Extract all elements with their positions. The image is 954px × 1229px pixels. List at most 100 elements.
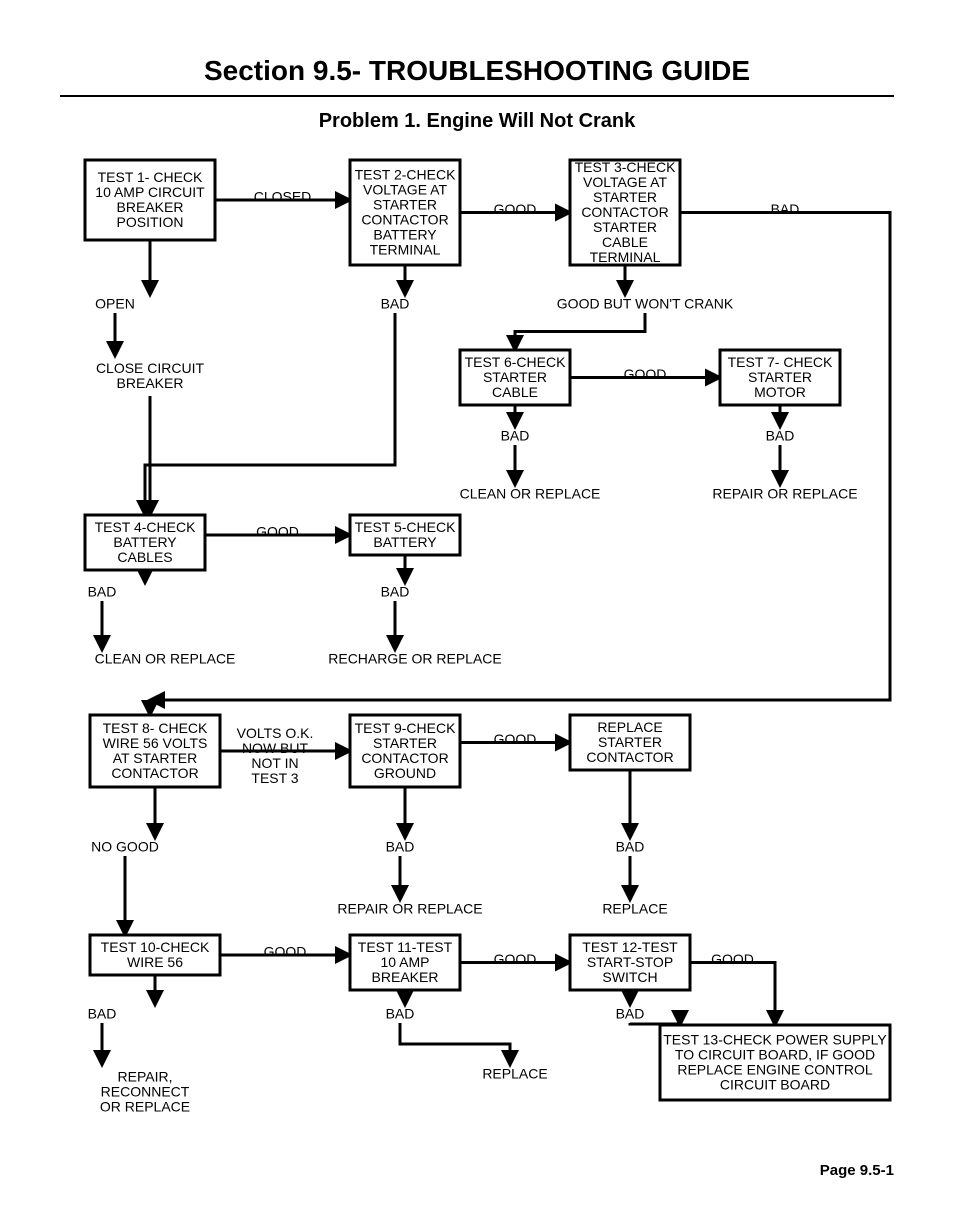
node-t9r: REPLACESTARTERCONTACTOR	[570, 715, 690, 770]
svg-text:STARTER: STARTER	[598, 734, 662, 750]
svg-text:REPAIR OR REPLACE: REPAIR OR REPLACE	[712, 486, 857, 502]
svg-text:REPAIR OR REPLACE: REPAIR OR REPLACE	[337, 901, 482, 917]
node-t10res: REPAIR,RECONNECTOR REPLACE	[100, 1069, 190, 1115]
node-t12: TEST 12-TESTSTART-STOPSWITCH	[570, 935, 690, 990]
svg-text:TERMINAL: TERMINAL	[370, 242, 441, 258]
svg-text:REPAIR,: REPAIR,	[118, 1069, 173, 1085]
node-t11res: REPLACE	[482, 1066, 547, 1082]
svg-text:REPLACE: REPLACE	[482, 1066, 547, 1082]
svg-text:BATTERY: BATTERY	[373, 227, 437, 243]
node-t8bad: NO GOOD	[91, 839, 159, 855]
node-t6bad: BAD	[501, 428, 530, 444]
svg-text:REPLACE: REPLACE	[602, 901, 667, 917]
node-t7: TEST 7- CHECKSTARTERMOTOR	[720, 350, 840, 405]
node-t5bad: BAD	[381, 584, 410, 600]
svg-text:GOOD: GOOD	[264, 944, 307, 960]
svg-text:CONTACTOR: CONTACTOR	[361, 212, 448, 228]
svg-text:START-STOP: START-STOP	[587, 954, 673, 970]
node-t11bad: BAD	[386, 1006, 415, 1022]
svg-text:SWITCH: SWITCH	[602, 969, 657, 985]
svg-text:BAD: BAD	[616, 1006, 645, 1022]
svg-text:BREAKER: BREAKER	[372, 969, 439, 985]
svg-text:TEST 7- CHECK: TEST 7- CHECK	[728, 354, 833, 370]
svg-text:GOOD: GOOD	[624, 366, 667, 382]
svg-text:TEST 12-TEST: TEST 12-TEST	[582, 939, 678, 955]
node-t4res: CLEAN OR REPLACE	[95, 651, 236, 667]
node-t8lbl: VOLTS O.K.NOW BUTNOT INTEST 3	[237, 725, 314, 786]
node-t5res: RECHARGE OR REPLACE	[328, 651, 501, 667]
svg-text:OR REPLACE: OR REPLACE	[100, 1099, 190, 1115]
svg-text:REPLACE: REPLACE	[597, 719, 662, 735]
svg-text:CLEAN OR REPLACE: CLEAN OR REPLACE	[460, 486, 601, 502]
svg-text:NOT IN: NOT IN	[251, 755, 298, 771]
svg-text:STARTER: STARTER	[748, 369, 812, 385]
svg-text:TEST 4-CHECK: TEST 4-CHECK	[95, 519, 197, 535]
svg-text:TEST 3-CHECK: TEST 3-CHECK	[575, 159, 677, 175]
svg-text:CONTACTOR: CONTACTOR	[586, 749, 673, 765]
svg-text:CLOSED: CLOSED	[254, 189, 312, 205]
svg-text:VOLTAGE AT: VOLTAGE AT	[583, 174, 667, 190]
node-t12bad: BAD	[616, 1006, 645, 1022]
svg-text:STARTER: STARTER	[593, 189, 657, 205]
svg-text:TEST 13-CHECK POWER SUPPLY: TEST 13-CHECK POWER SUPPLY	[663, 1032, 887, 1048]
svg-text:CLEAN OR REPLACE: CLEAN OR REPLACE	[95, 651, 236, 667]
svg-text:STARTER: STARTER	[373, 197, 437, 213]
node-t9bad: BAD	[386, 839, 415, 855]
node-t9rres: REPLACE	[602, 901, 667, 917]
node-t9: TEST 9-CHECKSTARTERCONTACTORGROUND	[350, 715, 460, 787]
svg-text:BATTERY: BATTERY	[113, 534, 177, 550]
svg-text:RECONNECT: RECONNECT	[101, 1084, 190, 1100]
svg-text:BAD: BAD	[381, 584, 410, 600]
svg-text:WIRE 56: WIRE 56	[127, 954, 183, 970]
svg-text:AT STARTER: AT STARTER	[113, 750, 198, 766]
svg-text:BAD: BAD	[616, 839, 645, 855]
svg-text:GOOD: GOOD	[494, 951, 537, 967]
svg-text:CLOSE CIRCUIT: CLOSE CIRCUIT	[96, 360, 205, 376]
svg-text:TEST 2-CHECK: TEST 2-CHECK	[355, 167, 457, 183]
node-t5: TEST 5-CHECKBATTERY	[350, 515, 460, 555]
svg-text:TEST 10-CHECK: TEST 10-CHECK	[101, 939, 210, 955]
node-t7bad: BAD	[766, 428, 795, 444]
svg-text:CIRCUIT BOARD: CIRCUIT BOARD	[720, 1077, 830, 1093]
svg-text:POSITION: POSITION	[117, 214, 184, 230]
node-t4bad: BAD	[88, 584, 117, 600]
node-t6res: CLEAN OR REPLACE	[460, 486, 601, 502]
svg-text:GOOD: GOOD	[494, 201, 537, 217]
svg-text:BAD: BAD	[766, 428, 795, 444]
svg-text:BREAKER: BREAKER	[117, 199, 184, 215]
svg-text:STARTER: STARTER	[373, 735, 437, 751]
svg-text:BAD: BAD	[501, 428, 530, 444]
svg-text:GOOD: GOOD	[711, 951, 754, 967]
svg-text:CONTACTOR: CONTACTOR	[361, 750, 448, 766]
svg-text:RECHARGE OR REPLACE: RECHARGE OR REPLACE	[328, 651, 501, 667]
node-t2: TEST 2-CHECKVOLTAGE ATSTARTERCONTACTORBA…	[350, 160, 460, 265]
svg-text:TEST 8- CHECK: TEST 8- CHECK	[103, 720, 208, 736]
svg-text:TEST 9-CHECK: TEST 9-CHECK	[355, 720, 457, 736]
svg-text:STARTER: STARTER	[593, 219, 657, 235]
svg-text:CABLE: CABLE	[602, 234, 648, 250]
node-t2bad: BAD	[381, 296, 410, 312]
node-t8: TEST 8- CHECKWIRE 56 VOLTSAT STARTERCONT…	[90, 715, 220, 787]
node-t6: TEST 6-CHECKSTARTERCABLE	[460, 350, 570, 405]
svg-text:CONTACTOR: CONTACTOR	[581, 204, 668, 220]
svg-text:GOOD BUT WON'T CRANK: GOOD BUT WON'T CRANK	[557, 296, 734, 312]
svg-text:GOOD: GOOD	[494, 731, 537, 747]
node-t9rbad: BAD	[616, 839, 645, 855]
node-t13: TEST 13-CHECK POWER SUPPLYTO CIRCUIT BOA…	[660, 1025, 890, 1100]
svg-text:TEST 11-TEST: TEST 11-TEST	[358, 939, 453, 955]
node-t11: TEST 11-TEST10 AMPBREAKER	[350, 935, 460, 990]
svg-text:CABLE: CABLE	[492, 384, 538, 400]
svg-text:BAD: BAD	[88, 584, 117, 600]
svg-text:VOLTS O.K.: VOLTS O.K.	[237, 725, 314, 741]
svg-text:BATTERY: BATTERY	[373, 534, 437, 550]
svg-text:BREAKER: BREAKER	[117, 375, 184, 391]
svg-text:TEST 6-CHECK: TEST 6-CHECK	[465, 354, 567, 370]
svg-text:BAD: BAD	[386, 1006, 415, 1022]
svg-text:TEST 5-CHECK: TEST 5-CHECK	[355, 519, 457, 535]
svg-text:BAD: BAD	[88, 1006, 117, 1022]
svg-text:REPLACE ENGINE CONTROL: REPLACE ENGINE CONTROL	[677, 1062, 872, 1078]
node-t3lbl: GOOD BUT WON'T CRANK	[557, 296, 734, 312]
node-t9res: REPAIR OR REPLACE	[337, 901, 482, 917]
node-t10bad: BAD	[88, 1006, 117, 1022]
svg-text:GOOD: GOOD	[256, 524, 299, 540]
